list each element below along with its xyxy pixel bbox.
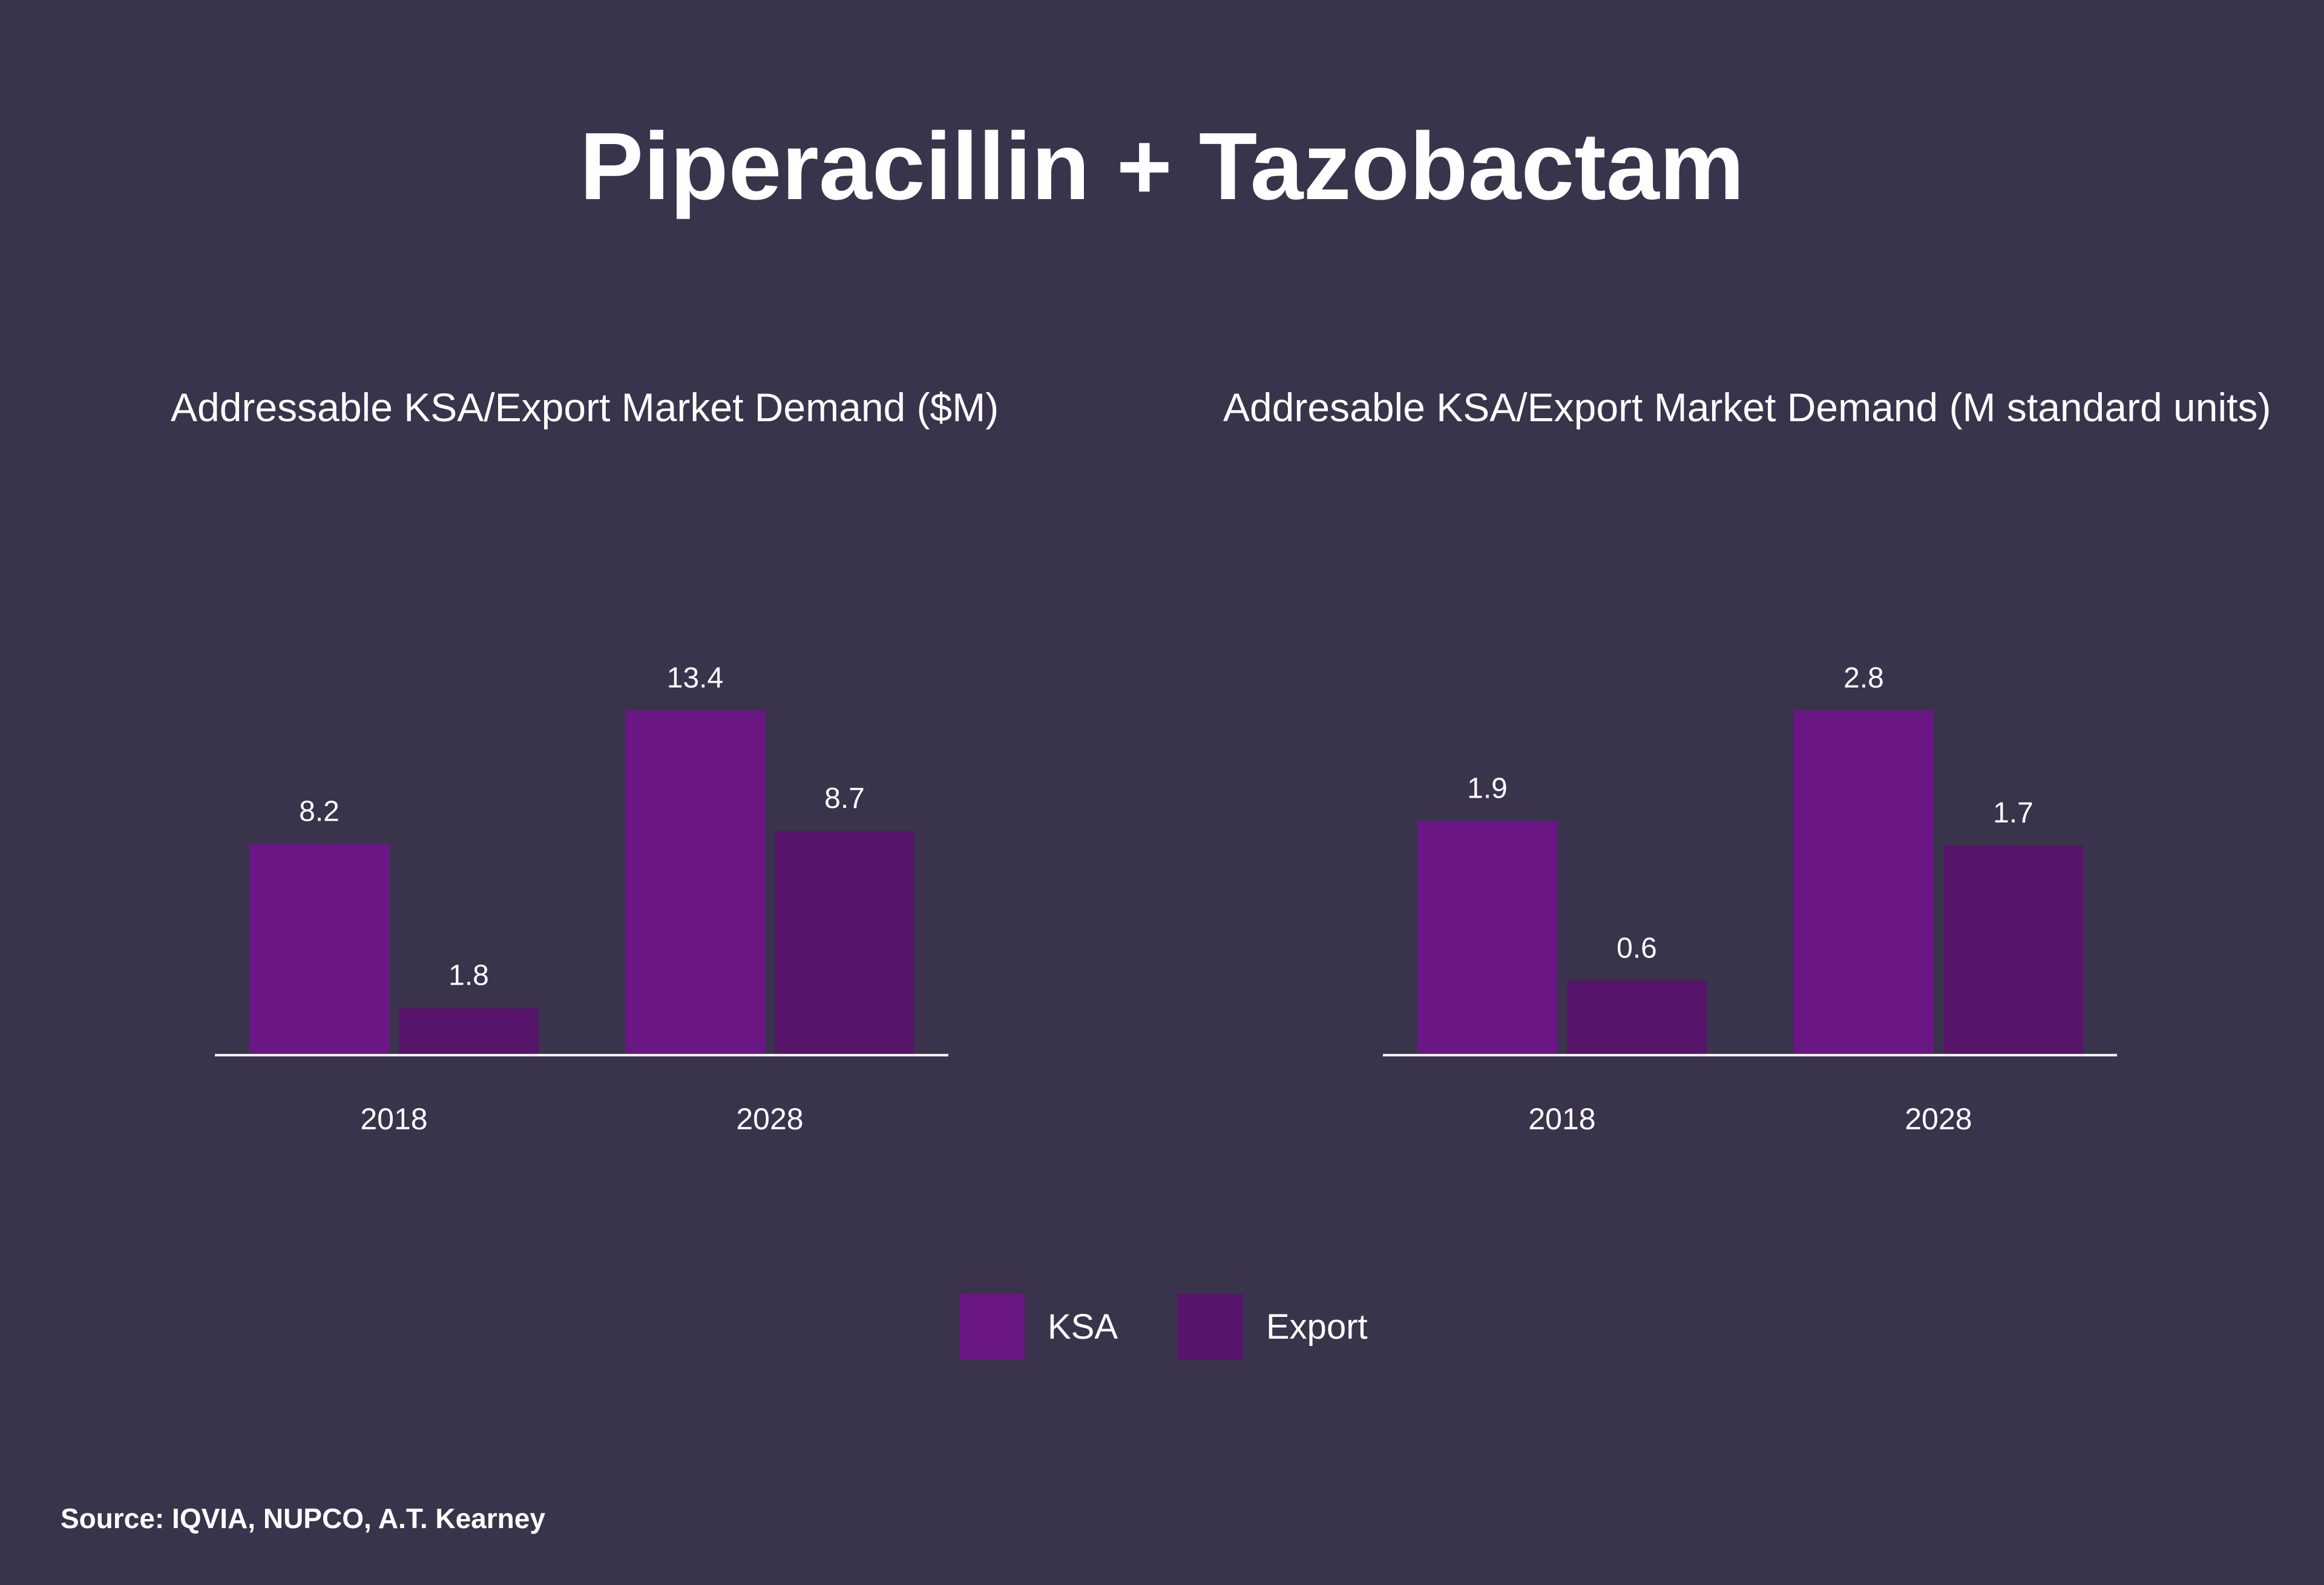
- legend-swatch-export: [1178, 1294, 1243, 1359]
- x-tick-label-1-2018: 2018: [1528, 1102, 1595, 1136]
- data-label-0-2018-export: 1.8: [448, 960, 489, 992]
- source-note: Source: IQVIA, NUPCO, A.T. Kearney: [61, 1503, 545, 1534]
- bar-1-2018-export: [1567, 980, 1707, 1054]
- x-tick-label-0-2018: 2018: [360, 1102, 427, 1136]
- legend-label-export: Export: [1266, 1307, 1368, 1347]
- data-label-0-2018-ksa: 8.2: [299, 795, 340, 827]
- bar-1-2018-ksa: [1417, 821, 1557, 1054]
- bar-0-2028-ksa: [625, 710, 765, 1054]
- legend-label-ksa: KSA: [1048, 1307, 1118, 1347]
- data-label-0-2028-export: 8.7: [824, 783, 865, 815]
- bar-0-2028-export: [775, 831, 914, 1054]
- data-label-1-2028-export: 1.7: [1993, 797, 2034, 829]
- data-label-1-2018-export: 0.6: [1617, 932, 1657, 964]
- bar-1-2028-ksa: [1794, 710, 1934, 1054]
- data-label-1-2028-ksa: 2.8: [1843, 662, 1884, 694]
- x-tick-label-0-2028: 2028: [736, 1102, 803, 1136]
- legend: KSA Export: [0, 1294, 2324, 1360]
- bar-1-2028-export: [1943, 845, 2083, 1054]
- x-tick-label-1-2028: 2028: [1905, 1102, 1972, 1136]
- bar-0-2018-export: [399, 1008, 539, 1054]
- page-title: Piperacillin + Tazobactam: [579, 113, 1745, 220]
- data-label-1-2018-ksa: 1.9: [1467, 773, 1508, 805]
- data-label-0-2028-ksa: 13.4: [667, 662, 723, 694]
- legend-swatch-ksa: [959, 1294, 1025, 1359]
- chart-title-units: Addresable KSA/Export Market Demand (M s…: [1223, 385, 2271, 430]
- bar-0-2018-ksa: [249, 844, 389, 1054]
- chart-title-dollars: Addressable KSA/Export Market Demand ($M…: [171, 385, 999, 430]
